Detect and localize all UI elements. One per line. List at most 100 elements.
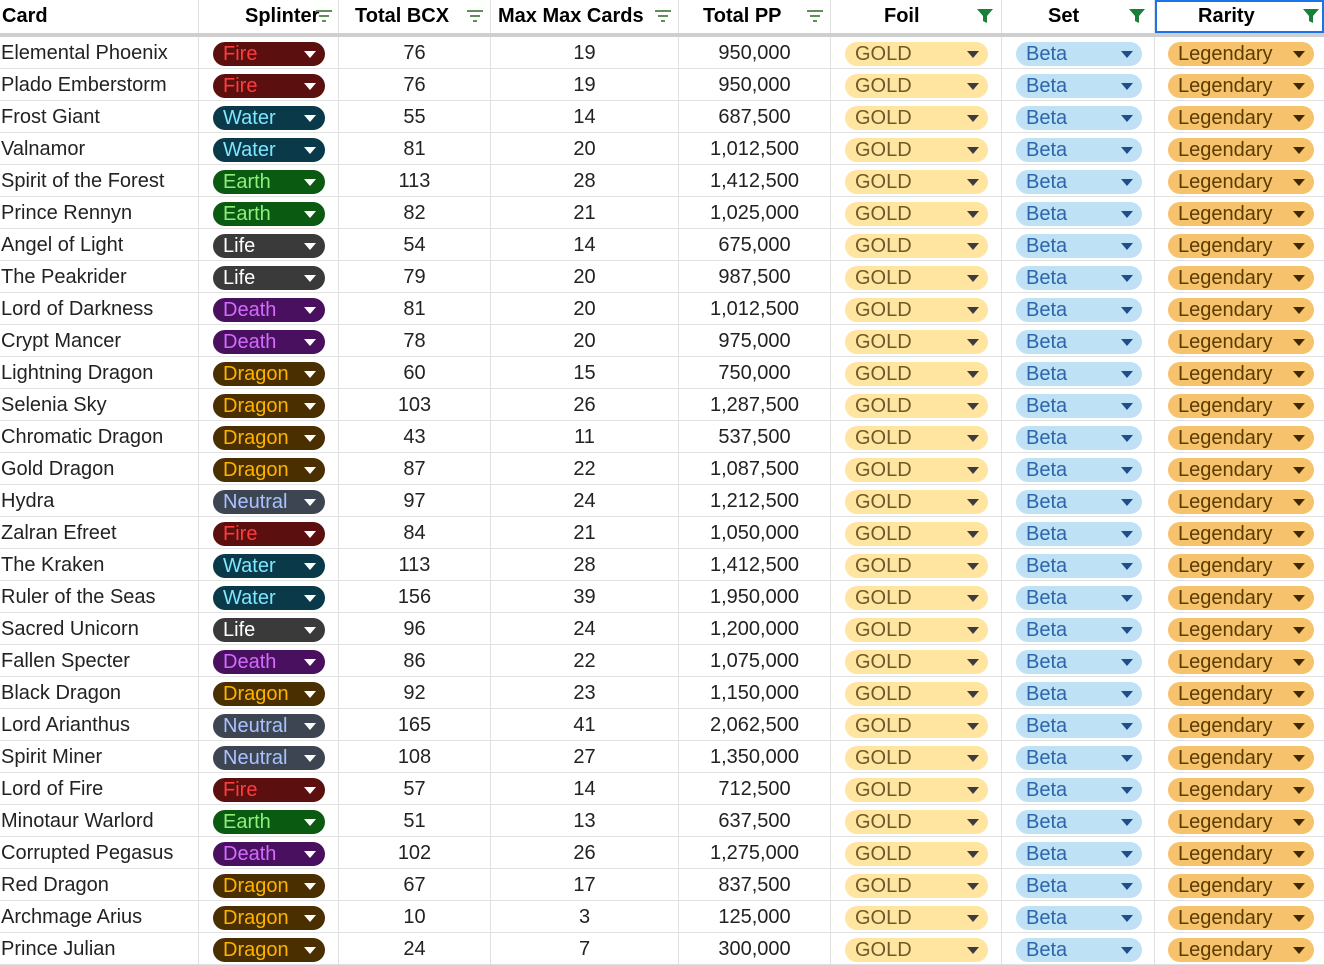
chevron-down-icon[interactable] — [304, 307, 316, 314]
chevron-down-icon[interactable] — [1121, 659, 1133, 666]
foil-cell[interactable]: GOLD — [831, 933, 1002, 965]
card-name-cell[interactable]: Fallen Specter — [0, 645, 199, 677]
foil-cell[interactable]: GOLD — [831, 901, 1002, 933]
set-chip[interactable]: Beta — [1016, 138, 1142, 162]
foil-chip[interactable]: GOLD — [845, 426, 988, 450]
set-cell[interactable]: Beta — [1002, 389, 1155, 421]
foil-cell[interactable]: GOLD — [831, 517, 1002, 549]
set-cell[interactable]: Beta — [1002, 837, 1155, 869]
splinter-cell[interactable]: Neutral — [199, 709, 339, 741]
chevron-down-icon[interactable] — [304, 435, 316, 442]
foil-cell[interactable]: GOLD — [831, 389, 1002, 421]
set-chip[interactable]: Beta — [1016, 266, 1142, 290]
total-bcx-cell[interactable]: 156 — [339, 581, 491, 613]
rarity-chip[interactable]: Legendary — [1168, 906, 1314, 930]
max-max-cards-cell[interactable]: 39 — [491, 581, 679, 613]
foil-chip[interactable]: GOLD — [845, 170, 988, 194]
rarity-cell[interactable]: Legendary — [1155, 709, 1324, 741]
splinter-chip[interactable]: Earth — [213, 170, 325, 194]
foil-chip[interactable]: GOLD — [845, 202, 988, 226]
chevron-down-icon[interactable] — [1121, 307, 1133, 314]
total-pp-cell[interactable]: 1,350,000 — [679, 741, 831, 773]
splinter-cell[interactable]: Dragon — [199, 421, 339, 453]
chevron-down-icon[interactable] — [1121, 435, 1133, 442]
splinter-chip[interactable]: Dragon — [213, 682, 325, 706]
rarity-chip[interactable]: Legendary — [1168, 810, 1314, 834]
chevron-down-icon[interactable] — [304, 915, 316, 922]
chevron-down-icon[interactable] — [967, 179, 979, 186]
chevron-down-icon[interactable] — [967, 787, 979, 794]
rarity-chip[interactable]: Legendary — [1168, 266, 1314, 290]
set-cell[interactable]: Beta — [1002, 421, 1155, 453]
card-name-cell[interactable]: Sacred Unicorn — [0, 613, 199, 645]
chevron-down-icon[interactable] — [1293, 531, 1305, 538]
max-max-cards-cell[interactable]: 28 — [491, 165, 679, 197]
card-name-cell[interactable]: Corrupted Pegasus — [0, 837, 199, 869]
card-name-cell[interactable]: The Peakrider — [0, 261, 199, 293]
chevron-down-icon[interactable] — [1121, 211, 1133, 218]
set-cell[interactable]: Beta — [1002, 613, 1155, 645]
header-total-pp[interactable]: Total PP — [679, 0, 831, 33]
total-pp-cell[interactable]: 1,075,000 — [679, 645, 831, 677]
total-bcx-cell[interactable]: 55 — [339, 101, 491, 133]
set-chip[interactable]: Beta — [1016, 74, 1142, 98]
rarity-cell[interactable]: Legendary — [1155, 357, 1324, 389]
set-cell[interactable]: Beta — [1002, 901, 1155, 933]
splinter-cell[interactable]: Dragon — [199, 677, 339, 709]
foil-cell[interactable]: GOLD — [831, 645, 1002, 677]
set-chip[interactable]: Beta — [1016, 746, 1142, 770]
splinter-chip[interactable]: Dragon — [213, 362, 325, 386]
foil-chip[interactable]: GOLD — [845, 458, 988, 482]
splinter-chip[interactable]: Neutral — [213, 714, 325, 738]
total-pp-cell[interactable]: 1,150,000 — [679, 677, 831, 709]
total-pp-cell[interactable]: 975,000 — [679, 325, 831, 357]
card-name-cell[interactable]: The Kraken — [0, 549, 199, 581]
chevron-down-icon[interactable] — [1293, 403, 1305, 410]
total-bcx-cell[interactable]: 113 — [339, 165, 491, 197]
rarity-cell[interactable]: Legendary — [1155, 805, 1324, 837]
chevron-down-icon[interactable] — [1121, 403, 1133, 410]
splinter-chip[interactable]: Water — [213, 586, 325, 610]
total-pp-cell[interactable]: 1,950,000 — [679, 581, 831, 613]
card-name-cell[interactable]: Lightning Dragon — [0, 357, 199, 389]
splinter-chip[interactable]: Dragon — [213, 938, 325, 962]
chevron-down-icon[interactable] — [967, 403, 979, 410]
chevron-down-icon[interactable] — [304, 339, 316, 346]
chevron-down-icon[interactable] — [1121, 339, 1133, 346]
chevron-down-icon[interactable] — [967, 339, 979, 346]
filter-funnel-icon[interactable] — [976, 8, 994, 24]
header-card[interactable]: Card — [0, 0, 199, 33]
set-chip[interactable]: Beta — [1016, 426, 1142, 450]
total-bcx-cell[interactable]: 57 — [339, 773, 491, 805]
foil-chip[interactable]: GOLD — [845, 682, 988, 706]
rarity-cell[interactable]: Legendary — [1155, 453, 1324, 485]
rarity-cell[interactable]: Legendary — [1155, 37, 1324, 69]
rarity-cell[interactable]: Legendary — [1155, 101, 1324, 133]
filter-lines-icon[interactable] — [654, 8, 672, 24]
set-cell[interactable]: Beta — [1002, 453, 1155, 485]
foil-chip[interactable]: GOLD — [845, 42, 988, 66]
foil-chip[interactable]: GOLD — [845, 586, 988, 610]
chevron-down-icon[interactable] — [304, 403, 316, 410]
splinter-cell[interactable]: Life — [199, 261, 339, 293]
set-chip[interactable]: Beta — [1016, 330, 1142, 354]
filter-lines-icon[interactable] — [466, 8, 484, 24]
splinter-cell[interactable]: Earth — [199, 805, 339, 837]
chevron-down-icon[interactable] — [1121, 179, 1133, 186]
splinter-chip[interactable]: Fire — [213, 74, 325, 98]
set-cell[interactable]: Beta — [1002, 101, 1155, 133]
set-chip[interactable]: Beta — [1016, 362, 1142, 386]
max-max-cards-cell[interactable]: 3 — [491, 901, 679, 933]
chevron-down-icon[interactable] — [967, 243, 979, 250]
chevron-down-icon[interactable] — [1121, 723, 1133, 730]
foil-cell[interactable]: GOLD — [831, 165, 1002, 197]
foil-chip[interactable]: GOLD — [845, 330, 988, 354]
filter-funnel-icon[interactable] — [1128, 8, 1146, 24]
card-name-cell[interactable]: Plado Emberstorm — [0, 69, 199, 101]
max-max-cards-cell[interactable]: 17 — [491, 869, 679, 901]
card-name-cell[interactable]: Chromatic Dragon — [0, 421, 199, 453]
total-pp-cell[interactable]: 1,200,000 — [679, 613, 831, 645]
rarity-chip[interactable]: Legendary — [1168, 106, 1314, 130]
total-pp-cell[interactable]: 1,050,000 — [679, 517, 831, 549]
foil-chip[interactable]: GOLD — [845, 74, 988, 98]
